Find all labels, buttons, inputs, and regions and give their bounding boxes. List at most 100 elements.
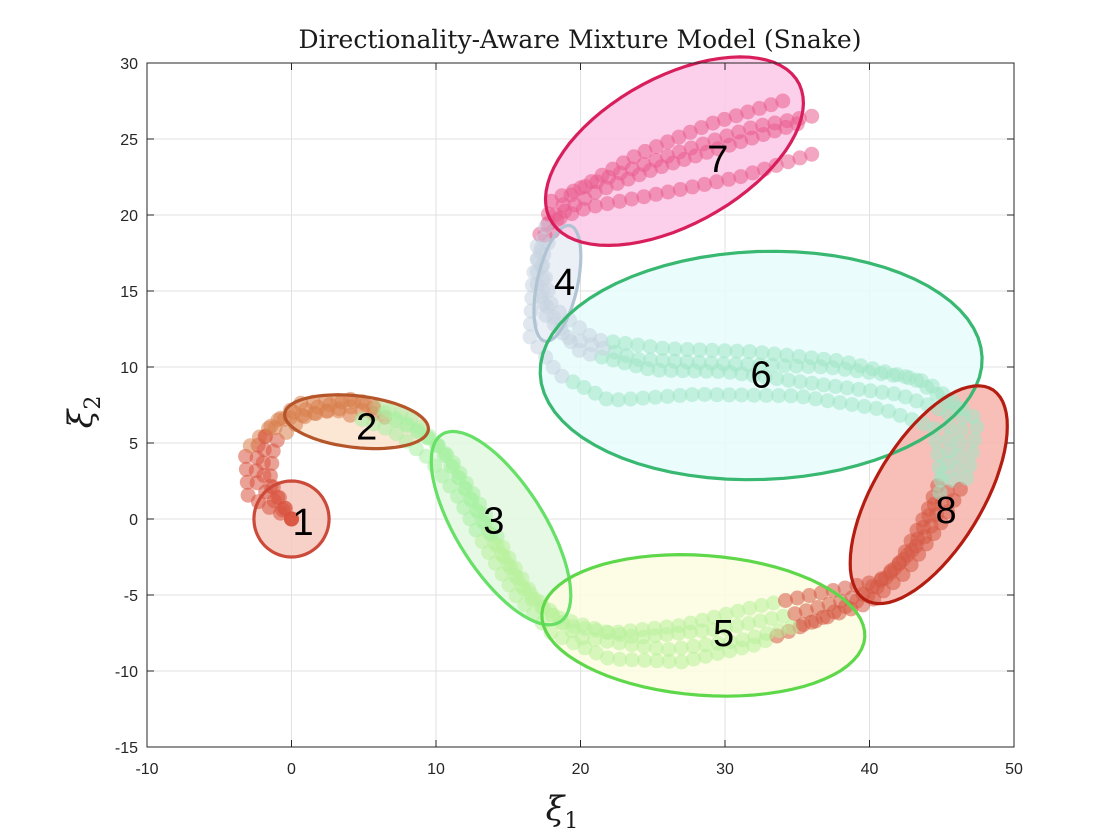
trajectory-point	[741, 616, 757, 631]
cluster-label-3: 3	[483, 501, 504, 543]
trajectory-point	[791, 349, 807, 365]
trajectory-point	[952, 481, 968, 497]
trajectory-point	[685, 638, 701, 654]
y-tick-label: 10	[120, 360, 138, 377]
trajectory-point	[853, 358, 869, 374]
trajectory-point	[801, 588, 817, 603]
trajectory-point	[554, 188, 570, 204]
trajectory-point	[792, 150, 808, 166]
trajectory-point	[728, 108, 744, 124]
trajectory-point	[575, 201, 591, 217]
cluster-7-ellipse	[543, 55, 806, 248]
trajectory-point	[931, 459, 947, 475]
trajectory-point	[637, 143, 653, 159]
trajectory-point	[932, 485, 948, 501]
y-tick-label: -15	[115, 740, 138, 757]
trajectory-point	[933, 515, 949, 531]
trajectory-point	[718, 620, 733, 636]
trajectory-point	[667, 341, 683, 357]
trajectory-point	[637, 652, 652, 668]
trajectory-point	[537, 270, 553, 286]
trajectory-point	[388, 411, 404, 427]
trajectory-point	[924, 378, 940, 394]
trajectory-point	[599, 633, 615, 649]
trajectory-point	[503, 560, 519, 576]
trajectory-point	[926, 496, 942, 512]
trajectory-point	[747, 629, 763, 645]
trajectory-point	[587, 632, 603, 647]
trajectory-point	[535, 232, 551, 247]
trajectory-point	[238, 461, 254, 477]
trajectory-point	[686, 651, 701, 667]
trajectory-point	[715, 356, 731, 372]
trajectory-point	[445, 459, 461, 474]
trajectory-point	[284, 511, 299, 527]
trajectory-point	[564, 206, 580, 222]
trajectory-point	[709, 174, 725, 190]
trajectory-point	[804, 108, 820, 124]
trajectory-point	[795, 389, 811, 405]
trajectory-point	[733, 169, 749, 185]
trajectory-point	[523, 303, 539, 319]
trajectory-point	[710, 635, 726, 651]
trajectory-point	[667, 353, 683, 369]
trajectory-point	[820, 393, 836, 409]
trajectory-point	[610, 392, 626, 408]
x-tick-label: 0	[287, 761, 296, 778]
chart-title: Directionality-Aware Mixture Model (Snak…	[299, 25, 862, 54]
trajectory-point	[703, 355, 719, 371]
trajectory-point	[679, 354, 695, 370]
trajectory-point	[510, 571, 525, 586]
trajectory-point	[306, 405, 322, 421]
trajectory-point	[764, 611, 780, 627]
trajectory-point	[965, 409, 981, 424]
trajectory-point	[477, 515, 492, 531]
trajectory-point	[865, 361, 881, 377]
y-tick-label: -10	[115, 664, 138, 681]
trajectory-point	[764, 357, 780, 373]
trajectory-point	[766, 346, 782, 362]
trajectory-point	[928, 434, 944, 449]
trajectory-point	[516, 581, 532, 597]
trajectory-point	[837, 580, 853, 596]
trajectory-point	[827, 378, 843, 394]
trajectory-point	[930, 446, 946, 462]
trajectory-point	[804, 350, 820, 366]
trajectory-point	[763, 97, 779, 113]
trajectory-point	[458, 481, 474, 497]
trajectory-point	[740, 357, 756, 373]
trajectory-point	[771, 388, 787, 404]
trajectory-point	[660, 184, 676, 200]
trajectory-point	[742, 344, 758, 360]
trajectory-point	[889, 367, 905, 383]
trajectory-point	[673, 640, 689, 656]
trajectory-point	[705, 115, 721, 131]
trajectory-point	[903, 557, 919, 573]
trajectory-point	[706, 609, 722, 625]
trajectory-point	[964, 445, 980, 461]
cluster-label-7: 7	[707, 139, 728, 181]
trajectory-point	[780, 154, 796, 170]
trajectory-point	[759, 626, 775, 642]
trajectory-point	[875, 583, 891, 599]
trajectory-point	[684, 179, 700, 195]
trajectory-point	[538, 219, 554, 235]
trajectory-point	[742, 600, 758, 616]
trajectory-point	[729, 618, 745, 634]
trajectory-point	[940, 504, 955, 520]
trajectory-point	[813, 585, 829, 601]
trajectory-point	[661, 642, 677, 657]
trajectory-point	[522, 329, 538, 345]
trajectory-point	[524, 592, 540, 608]
trajectory-point	[775, 608, 791, 624]
trajectory-point	[635, 390, 651, 406]
x-tick-label: -10	[135, 761, 158, 778]
cluster-3-ellipse	[429, 429, 573, 627]
trajectory-point	[698, 637, 714, 653]
trajectory-point	[636, 157, 652, 173]
y-tick-label: 5	[129, 436, 138, 453]
trajectory-point	[886, 386, 902, 402]
trajectory-point	[655, 353, 671, 369]
